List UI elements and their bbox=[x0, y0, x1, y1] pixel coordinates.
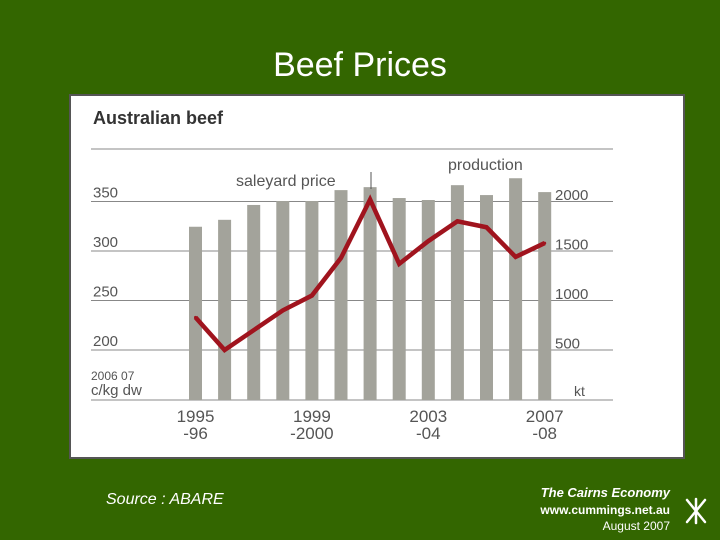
beef-chart: Australian beef 350 300 250 200 2000 1500 1000… bbox=[91, 108, 613, 443]
left-tick-label: 250 bbox=[93, 284, 118, 301]
left-tick-label: 200 bbox=[93, 333, 118, 350]
saleyard-price-point bbox=[397, 262, 401, 266]
left-unit-label: 2006 07 bbox=[91, 369, 135, 383]
x-tick-label: -08 bbox=[532, 424, 557, 443]
axis-ticks: 350 300 250 200 2000 1500 1000 500 2006 07c/kg d… bbox=[91, 185, 588, 400]
right-unit-label: kt bbox=[574, 383, 585, 399]
production-bar bbox=[247, 204, 261, 400]
bar-series bbox=[189, 178, 552, 400]
left-tick-label: 300 bbox=[93, 234, 118, 251]
right-tick-label: 500 bbox=[555, 336, 580, 353]
saleyard-price-point bbox=[223, 348, 227, 352]
production-bar bbox=[421, 200, 435, 400]
right-tick-label: 1500 bbox=[555, 237, 588, 254]
production-bar bbox=[276, 201, 290, 400]
right-tick-label: 1000 bbox=[555, 286, 588, 303]
x-axis-labels: 1995-96 1999-2000 2003-04 2007-08 bbox=[177, 407, 564, 443]
saleyard-price-label: saleyard price bbox=[236, 173, 336, 190]
production-bar bbox=[538, 192, 552, 400]
production-bar bbox=[480, 195, 493, 400]
production-bar bbox=[450, 185, 464, 400]
saleyard-price-point bbox=[194, 315, 197, 319]
production-bar bbox=[305, 201, 319, 400]
left-tick-label: 350 bbox=[93, 185, 118, 202]
x-tick-label: -96 bbox=[183, 424, 208, 443]
production-label: production bbox=[448, 157, 523, 174]
saleyard-price-point bbox=[339, 256, 343, 260]
footer-url[interactable]: www.cummings.net.au bbox=[540, 503, 670, 517]
star-burst-icon bbox=[685, 497, 707, 525]
saleyard-price-point bbox=[368, 198, 372, 202]
chart-frame: Australian beef 350 300 250 200 2000 1500 1000… bbox=[69, 94, 685, 459]
series-labels: saleyard price production bbox=[236, 157, 523, 190]
production-bar bbox=[392, 198, 406, 400]
x-tick-label: 2003 bbox=[409, 407, 447, 426]
footer-org: The Cairns Economy bbox=[540, 485, 670, 500]
production-bar bbox=[509, 178, 523, 400]
source-note: Source : ABARE bbox=[106, 491, 224, 508]
production-bar bbox=[334, 190, 348, 400]
saleyard-price-point bbox=[543, 241, 547, 245]
left-unit-label: c/kg dw bbox=[91, 382, 142, 399]
x-tick-label: 1995 bbox=[177, 407, 215, 426]
chart-title: Australian beef bbox=[93, 108, 224, 128]
saleyard-price-point bbox=[310, 294, 314, 298]
x-tick-label: -2000 bbox=[290, 424, 333, 443]
x-tick-label: 2007 bbox=[526, 407, 564, 426]
x-tick-label: -04 bbox=[416, 424, 441, 443]
production-bar bbox=[363, 187, 377, 400]
footer-date: August 2007 bbox=[602, 519, 670, 533]
footer: The Cairns Economy www.cummings.net.au A… bbox=[540, 485, 670, 533]
saleyard-price-point bbox=[455, 219, 459, 223]
production-bar bbox=[218, 219, 232, 400]
grid-lines bbox=[91, 148, 613, 401]
right-tick-label: 2000 bbox=[555, 187, 588, 204]
saleyard-price-point bbox=[252, 328, 256, 332]
saleyard-price-point bbox=[426, 239, 430, 243]
saleyard-price-point bbox=[485, 225, 488, 229]
slide-title: Beef Prices bbox=[273, 46, 447, 84]
saleyard-price-point bbox=[281, 308, 285, 312]
x-tick-label: 1999 bbox=[293, 407, 331, 426]
production-bar bbox=[189, 226, 202, 400]
line-series bbox=[193, 194, 547, 353]
saleyard-price-point bbox=[514, 255, 518, 259]
